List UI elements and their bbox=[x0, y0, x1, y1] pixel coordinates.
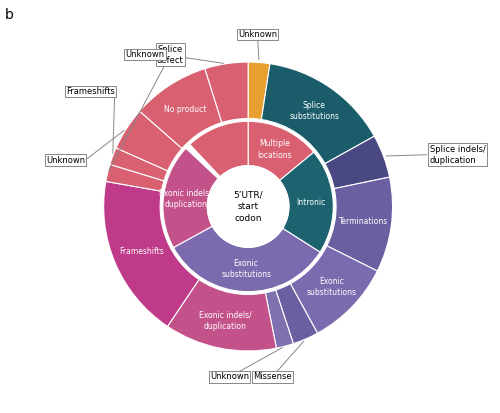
Text: Unknown: Unknown bbox=[46, 156, 85, 165]
Wedge shape bbox=[140, 69, 222, 148]
Text: Exonic indels/
duplication: Exonic indels/ duplication bbox=[160, 189, 212, 209]
Text: Frameshifts: Frameshifts bbox=[66, 87, 115, 96]
Text: Terminations: Terminations bbox=[338, 217, 388, 226]
Wedge shape bbox=[262, 64, 374, 164]
Wedge shape bbox=[174, 226, 320, 292]
Text: Unknown: Unknown bbox=[210, 373, 249, 381]
Wedge shape bbox=[325, 136, 390, 189]
Wedge shape bbox=[104, 181, 199, 326]
Wedge shape bbox=[168, 280, 276, 351]
Text: No product: No product bbox=[164, 104, 206, 114]
Circle shape bbox=[208, 166, 289, 247]
Wedge shape bbox=[276, 284, 318, 344]
Text: Unknown: Unknown bbox=[238, 30, 277, 39]
Text: Splice indels/
duplication: Splice indels/ duplication bbox=[430, 145, 486, 165]
Wedge shape bbox=[248, 62, 270, 119]
Wedge shape bbox=[110, 148, 168, 181]
Text: Frameshifts: Frameshifts bbox=[119, 247, 164, 256]
Wedge shape bbox=[186, 145, 220, 178]
Text: Missense: Missense bbox=[253, 373, 292, 381]
Wedge shape bbox=[327, 177, 392, 271]
Wedge shape bbox=[280, 152, 334, 252]
Text: Splice
substitutions: Splice substitutions bbox=[290, 101, 340, 121]
Wedge shape bbox=[266, 290, 293, 348]
Wedge shape bbox=[116, 111, 182, 171]
Wedge shape bbox=[106, 164, 164, 191]
Text: b: b bbox=[5, 8, 14, 22]
Wedge shape bbox=[205, 62, 248, 123]
Text: Intronic: Intronic bbox=[296, 198, 326, 207]
Wedge shape bbox=[248, 121, 314, 180]
Wedge shape bbox=[290, 246, 378, 333]
Text: Multiple
locations: Multiple locations bbox=[258, 140, 292, 159]
Text: Exonic indels/
duplication: Exonic indels/ duplication bbox=[199, 311, 252, 330]
Text: Splice
defect: Splice defect bbox=[157, 45, 184, 65]
Text: Unknown: Unknown bbox=[126, 50, 165, 59]
Wedge shape bbox=[190, 121, 248, 177]
Text: Exonic
substitutions: Exonic substitutions bbox=[307, 277, 357, 297]
Text: Exonic
substitutions: Exonic substitutions bbox=[221, 259, 271, 280]
Wedge shape bbox=[163, 148, 218, 247]
Text: 5’UTR/
start
codon: 5’UTR/ start codon bbox=[234, 190, 263, 223]
